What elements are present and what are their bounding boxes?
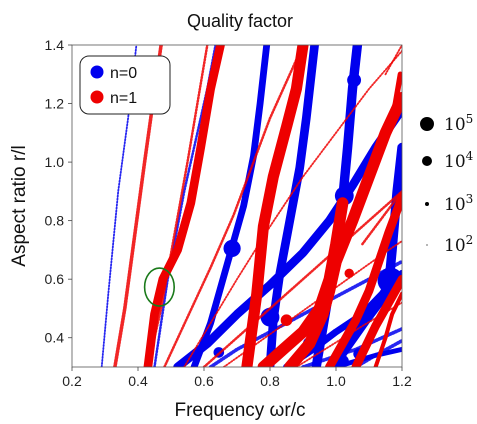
size-legend: 105 104 103 102: [420, 112, 474, 256]
x-tick-label: 0.4: [128, 373, 148, 389]
y-tick-label: 1.0: [45, 154, 65, 170]
x-tick-label: 1.2: [392, 373, 412, 389]
series-n=1-branch-9: [283, 91, 402, 367]
series-n=1-branch-4: [183, 49, 402, 367]
x-axis-ticks: 0.2 0.4 0.6 0.8 1.0 1.2: [62, 367, 412, 389]
legend-marker-n0: [90, 65, 104, 79]
y-tick-label: 1.4: [45, 37, 65, 53]
series-n=1: [113, 45, 402, 367]
legend-marker-n1: [90, 90, 104, 104]
series-n=1-branch-11: [351, 274, 402, 367]
y-tick-label: 0.4: [45, 330, 65, 346]
y-tick-label: 0.8: [45, 213, 65, 229]
size-legend-marker: [422, 156, 432, 166]
series-n=1-branch-2: [143, 45, 225, 367]
series-n=1-branch-1: [146, 45, 209, 367]
x-tick-label: 1.0: [326, 373, 346, 389]
series-n=1-branch-6: [202, 190, 402, 367]
x-axis-label: Frequency ωr/c: [175, 400, 306, 421]
series-n=1-branch-10: [325, 192, 402, 367]
chart-title: Quality factor: [187, 11, 293, 31]
series-n=1-branch-3: [163, 45, 305, 367]
size-legend-marker: [420, 117, 434, 131]
highlight-ellipse: [143, 267, 175, 307]
series-group: [100, 45, 402, 367]
size-legend-label: 105: [444, 112, 473, 135]
series-n=0-point-1: [260, 307, 280, 327]
legend-label-n1: n=1: [110, 90, 137, 107]
plot-area: [100, 45, 402, 367]
size-legend-label: 103: [444, 192, 473, 215]
series-n=1-branch-13: [295, 301, 402, 367]
series-n=0-point-4: [347, 73, 362, 88]
y-axis-label: Aspect ratio r/l: [9, 145, 30, 266]
plot-frame: [71, 44, 403, 368]
x-tick-label: 0.6: [194, 373, 214, 389]
y-tick-label: 1.2: [45, 96, 65, 112]
series-legend: n=0 n=1: [79, 55, 171, 115]
series-n=1-branch-14: [386, 71, 402, 136]
series-n=0-point-0: [223, 239, 241, 257]
series-n=1-point-0: [280, 314, 293, 327]
size-legend-marker: [425, 202, 429, 206]
series-n=1-point-2: [344, 268, 354, 278]
x-tick-label: 0.8: [260, 373, 280, 389]
y-axis-ticks: 0.4 0.6 0.8 1.0 1.2 1.4: [45, 37, 72, 346]
size-legend-marker: [426, 244, 428, 246]
series-n=1-point-1: [322, 281, 331, 289]
series-n=1-branch-12: [373, 291, 402, 367]
y-tick-label: 0.6: [45, 271, 65, 287]
series-n=1-branch-15: [361, 190, 402, 246]
series-n=0-branch-3: [173, 105, 402, 367]
x-tick-label: 0.2: [62, 373, 82, 389]
legend-label-n0: n=0: [110, 65, 137, 82]
size-legend-label: 102: [444, 233, 473, 256]
size-legend-label: 104: [444, 149, 474, 172]
series-n=1-branch-16: [384, 45, 402, 76]
series-n=1-branch-5: [241, 45, 309, 367]
